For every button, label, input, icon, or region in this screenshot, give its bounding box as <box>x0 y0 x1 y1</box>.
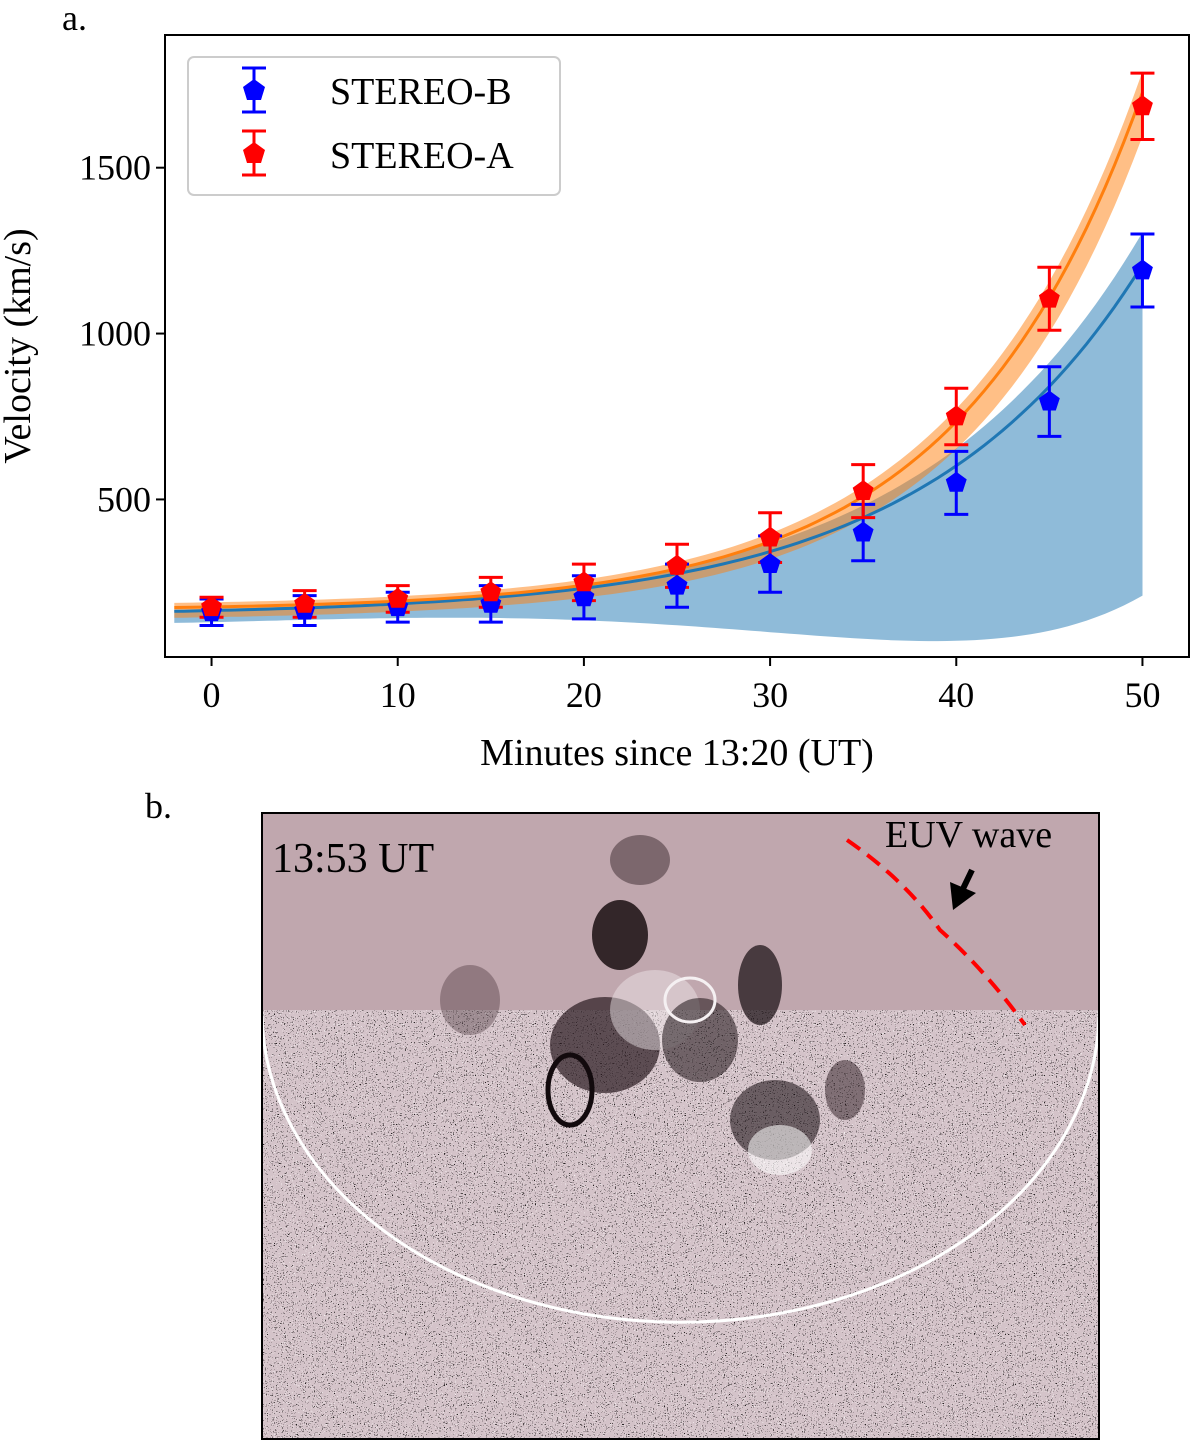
data-point-0-8 <box>945 471 967 492</box>
legend-label-stereo-b: STEREO-B <box>330 71 512 113</box>
fit-line-1 <box>174 91 1144 609</box>
legend: STEREO-B STEREO-A <box>187 56 561 196</box>
image-frame <box>261 812 1100 1440</box>
data-point-1-8 <box>945 405 967 426</box>
legend-marker-stereo-b <box>243 79 265 100</box>
x-tick-label-0: 0 <box>203 675 221 715</box>
x-tick-label-10: 10 <box>380 675 416 715</box>
data-point-1-0 <box>201 596 222 617</box>
arrow-icon <box>950 868 976 910</box>
data-point-1-7 <box>852 480 874 500</box>
data-point-0-10 <box>1132 259 1153 280</box>
x-tick-label-40: 40 <box>938 675 974 715</box>
time-label: 13:53 UT <box>272 836 434 882</box>
data-point-1-1 <box>294 592 316 613</box>
panel-b-label: b. <box>145 786 172 826</box>
euv-wave-front <box>845 838 1027 1027</box>
plot-area: 0 10 20 30 40 50 500 1000 1500 <box>79 34 1190 715</box>
data-point-1-3 <box>480 581 502 602</box>
y-tick-label-500: 500 <box>97 479 151 519</box>
panel-a-label: a. <box>62 0 87 38</box>
data-point-0-9 <box>1038 390 1060 411</box>
data-point-1-2 <box>387 587 409 608</box>
legend-label-stereo-a: STEREO-A <box>330 135 514 177</box>
y-axis-label: Velocity (km/s) <box>0 228 39 463</box>
euv-difference-image <box>262 813 1099 1439</box>
y-tick-label-1500: 1500 <box>79 148 151 188</box>
data-point-0-7 <box>852 521 874 542</box>
x-tick-label-30: 30 <box>752 675 788 715</box>
data-point-1-4 <box>573 571 595 592</box>
off-limb-noise <box>262 1010 1099 1439</box>
legend-entry-stereo-b: STEREO-B <box>242 66 512 114</box>
y-tick-label-1000: 1000 <box>79 314 151 354</box>
data-point-1-6 <box>759 526 781 547</box>
legend-box <box>187 56 561 196</box>
data-point-0-5 <box>666 574 688 595</box>
fit-band-1 <box>174 71 1143 618</box>
data-point-1-9 <box>1038 287 1060 308</box>
legend-marker-stereo-a <box>243 142 265 163</box>
fit-line-0 <box>174 263 1144 613</box>
euv-wave-label: EUV wave <box>885 814 1052 856</box>
data-point-1-5 <box>666 554 688 575</box>
fit-band-0 <box>174 232 1143 642</box>
solar-limb <box>262 1011 1099 1324</box>
x-tick-label-20: 20 <box>566 675 602 715</box>
active-region <box>440 835 865 1175</box>
data-point-1-10 <box>1132 95 1153 116</box>
x-axis-label: Minutes since 13:20 (UT) <box>480 732 874 774</box>
legend-entry-stereo-a: STEREO-A <box>242 129 514 177</box>
data-point-0-6 <box>759 553 781 573</box>
x-tick-label-50: 50 <box>1124 675 1160 715</box>
